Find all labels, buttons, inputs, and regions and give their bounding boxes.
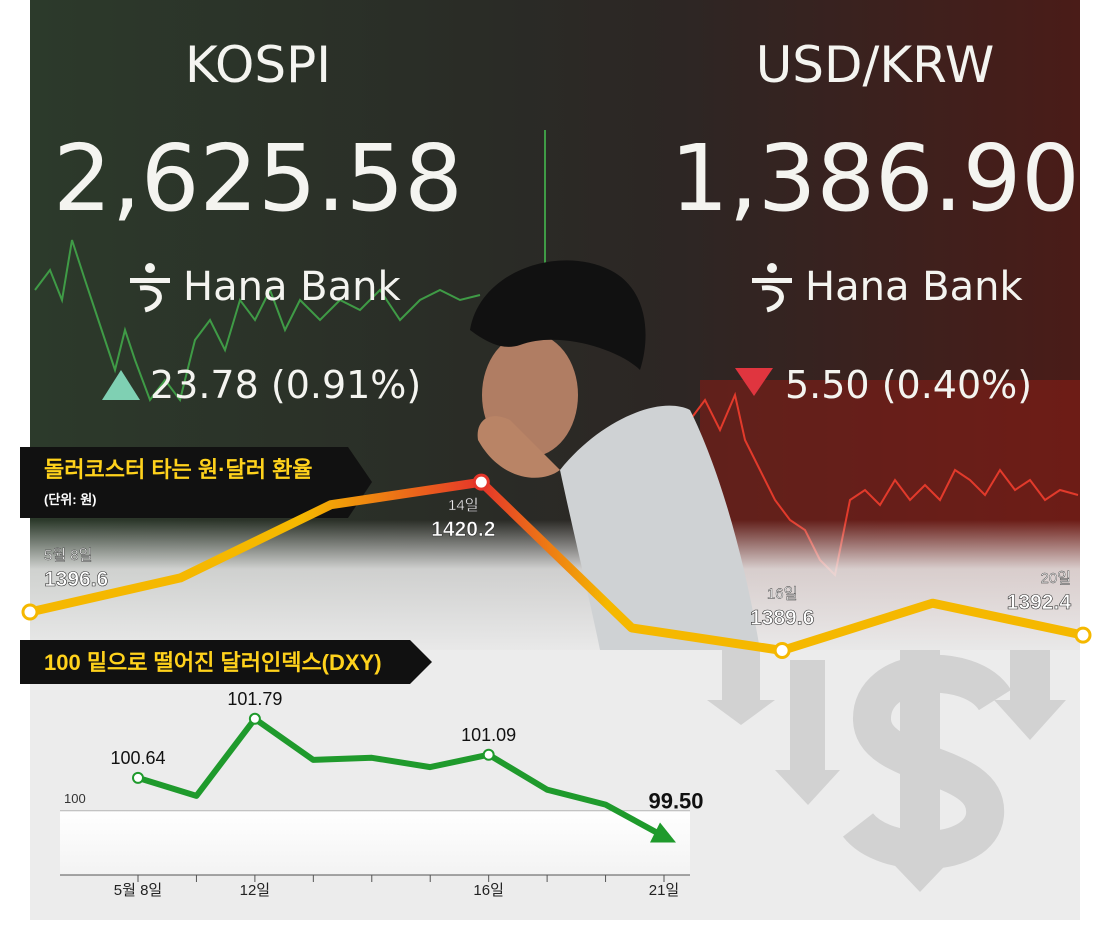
screen-label: USD/KRW xyxy=(756,36,995,94)
screen-change: 23.78 (0.91%) xyxy=(150,363,421,407)
dollar-index-chart: 100 5월 8일 100.64 12일 101.79 16일 101.09 21일 99.50 xyxy=(60,689,704,899)
chart-title: 돌러코스터 타는 원·달러 환율 xyxy=(44,457,313,482)
photo-fade xyxy=(30,520,1080,660)
data-label: 1389.6 xyxy=(750,606,814,629)
person xyxy=(470,260,760,650)
line xyxy=(137,715,666,840)
data-label: 101.79 xyxy=(227,689,282,709)
banners xyxy=(20,447,432,684)
screen-change: 5.50 (0.40%) xyxy=(785,363,1032,407)
point xyxy=(482,748,495,761)
x-tick-label: 16일 xyxy=(473,882,504,899)
point xyxy=(773,641,791,659)
data-label: 1396.6 xyxy=(44,568,108,591)
screen-value: 1,386.90 xyxy=(670,125,1080,232)
date-label: 20일 xyxy=(1041,570,1072,587)
date-label: 5월 8일 xyxy=(44,547,92,564)
photo: KOSPI 2,625.58 Hana Bank 23.78 (0.91%) U… xyxy=(30,0,1080,920)
below-band xyxy=(60,810,690,875)
down-triangle xyxy=(735,368,773,396)
screen-brand: Hana Bank xyxy=(183,264,401,310)
krw-trace xyxy=(689,391,1079,578)
dollar-icon xyxy=(707,650,1066,892)
x-tick-label: 21일 xyxy=(649,882,680,899)
x-tick-label: 12일 xyxy=(240,882,271,899)
data-label: 101.09 xyxy=(461,725,516,745)
chart-title: 100 밑으로 떨어진 달러인덱스(DXY) xyxy=(44,650,382,675)
data-label: 1420.2 xyxy=(431,518,495,541)
date-label: 16일 xyxy=(767,585,798,602)
point xyxy=(132,771,144,784)
data-label: 99.50 xyxy=(648,788,703,813)
screen-value: 2,625.58 xyxy=(53,125,463,232)
chart-subtitle: (단위: 원) xyxy=(44,492,96,507)
arrow-head xyxy=(650,822,676,843)
screen-label: KOSPI xyxy=(185,36,331,94)
point xyxy=(472,473,490,491)
title-banner xyxy=(20,640,432,684)
data-label: 1392.4 xyxy=(1007,591,1072,614)
screen-brand: Hana Bank xyxy=(805,264,1023,310)
exchange-rate-chart: 5월 8일 1396.6 14일 1420.2 16일 1389.6 20일 1392.4 xyxy=(21,473,1092,659)
up-triangle xyxy=(102,370,140,400)
point xyxy=(1074,626,1092,644)
hana-logo xyxy=(130,263,792,313)
kospi-trace xyxy=(34,239,481,403)
data-label: 100.64 xyxy=(110,748,165,768)
point xyxy=(248,712,261,725)
date-label: 14일 xyxy=(448,497,479,514)
line xyxy=(29,477,1084,655)
title-banner xyxy=(20,447,372,518)
x-tick-label: 5월 8일 xyxy=(114,882,162,899)
point xyxy=(21,603,39,621)
y-tick-label: 100 xyxy=(64,791,86,806)
